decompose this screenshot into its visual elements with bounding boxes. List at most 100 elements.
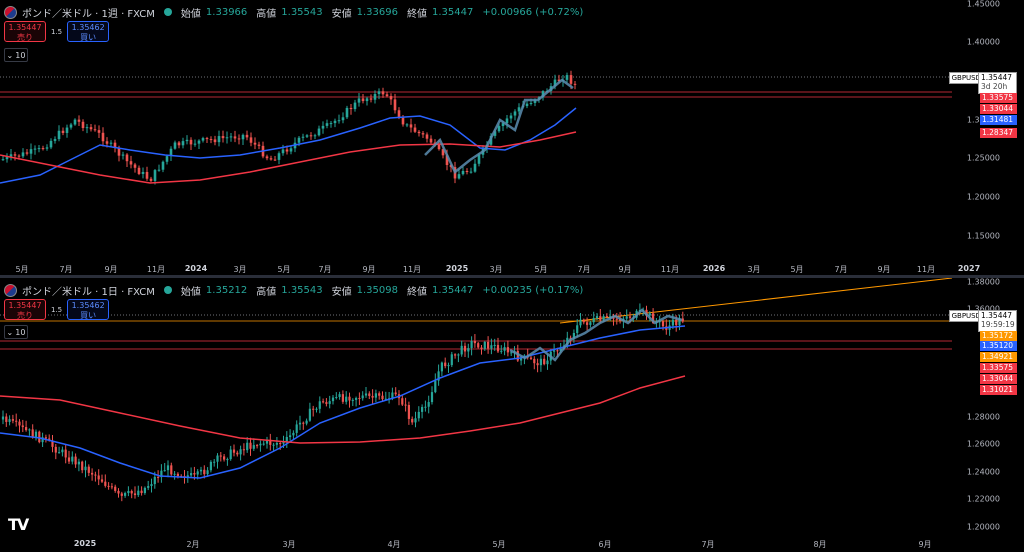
last-price: 1.35447	[981, 73, 1013, 82]
candle-body	[553, 79, 557, 87]
daily-price-axis[interactable]: 1.38000 1.36000 1.28000 1.26000 1.24000 …	[948, 277, 1024, 552]
indicator-count: 10	[15, 327, 26, 337]
candle-body	[305, 135, 309, 137]
daily-chart-pane[interactable]: ポンド／米ドル · 1日 · FXCM 始値 1.35212 高値 1.35543 …	[0, 278, 1024, 552]
indicator-collapse-toggle[interactable]: ⌄ 10	[4, 325, 28, 339]
y-tick: 1.20000	[966, 192, 1000, 202]
candle-body	[405, 124, 409, 126]
candle-body	[285, 149, 289, 152]
candle-body	[257, 144, 261, 146]
high-label: 高値	[256, 8, 277, 20]
daily-chart-canvas[interactable]	[0, 278, 1024, 536]
x-tick: 3月	[489, 265, 503, 274]
candle-body	[445, 155, 449, 165]
candle-body	[434, 380, 437, 393]
candle-body	[242, 449, 245, 451]
pane-divider[interactable]	[0, 275, 1024, 278]
candle-body	[373, 94, 377, 100]
candle-body	[186, 475, 189, 478]
candle-body	[430, 392, 434, 403]
sell-button[interactable]: 1.35447 売り	[4, 21, 46, 42]
tradingview-logo[interactable]: TV	[8, 515, 29, 534]
candle-body	[589, 322, 592, 325]
weekly-candles	[1, 70, 577, 185]
candle-body	[77, 119, 81, 122]
candle-body	[101, 132, 105, 142]
daily-symbol-title[interactable]: ポンド／米ドル · 1日 · FXCM	[22, 286, 155, 298]
level-tag: 1.33575	[980, 363, 1017, 373]
candle-body	[348, 396, 351, 401]
candle-body	[273, 159, 277, 161]
candle-body	[553, 350, 556, 352]
candle-body	[437, 143, 441, 150]
candle-body	[357, 98, 361, 103]
candle-body	[153, 476, 156, 485]
x-tick: 5月	[277, 265, 291, 274]
candle-body	[143, 487, 146, 494]
weekly-time-axis[interactable]: 5月 7月 9月 11月 2024 3月 5月 7月 9月 11月 2025 3…	[0, 262, 1024, 276]
candle-body	[1, 159, 5, 161]
candle-body	[279, 443, 282, 445]
candle-body	[85, 127, 89, 129]
candle-body	[628, 316, 632, 318]
x-tick: 9月	[362, 265, 376, 274]
candle-body	[609, 316, 612, 318]
candle-body	[5, 416, 8, 422]
candle-body	[74, 456, 77, 465]
weekly-symbol-title[interactable]: ポンド／米ドル · 1週 · FXCM	[22, 8, 155, 20]
candle-body	[509, 115, 513, 119]
candle-body	[599, 316, 602, 321]
candle-body	[97, 130, 101, 133]
buy-price: 1.35462	[71, 301, 105, 310]
candle-body	[461, 171, 465, 175]
candle-body	[100, 479, 104, 482]
candle-body	[371, 395, 374, 398]
candle-body	[404, 404, 407, 406]
candle-body	[321, 125, 325, 129]
candle-body	[338, 394, 341, 398]
candle-body	[160, 470, 163, 478]
candle-body	[117, 148, 121, 156]
daily-time-axis[interactable]: 2025 2月 3月 4月 5月 6月 7月 8月 9月	[0, 537, 1024, 551]
x-tick: 9月	[618, 265, 632, 274]
candle-body	[51, 440, 54, 447]
weekly-price-axis[interactable]: 1.45000 1.40000 1.30000 1.25000 1.20000 …	[948, 0, 1024, 276]
weekly-chart-pane[interactable]: ポンド／米ドル · 1週 · FXCM 始値 1.33966 高値 1.35543 …	[0, 0, 1024, 276]
x-tick: 9月	[918, 540, 932, 549]
candle-body	[38, 431, 41, 443]
candle-body	[236, 452, 239, 455]
last-price-tag: 1.35447 19:59:19	[978, 310, 1017, 332]
candle-body	[197, 140, 201, 144]
close-value: 1.35447	[432, 284, 474, 296]
candle-body	[241, 134, 245, 140]
candle-body	[295, 424, 298, 433]
candle-body	[513, 111, 517, 116]
candle-body	[133, 164, 137, 168]
x-tick: 9月	[104, 265, 118, 274]
candle-body	[349, 107, 353, 110]
sell-button[interactable]: 1.35447 売り	[4, 299, 46, 320]
candle-body	[199, 469, 203, 472]
open-value: 1.33966	[205, 6, 248, 18]
x-tick: 2027	[957, 264, 981, 273]
candle-body	[460, 345, 463, 355]
candle-body	[648, 313, 651, 316]
candle-body	[64, 449, 67, 458]
buy-button[interactable]: 1.35462 買い	[67, 21, 110, 42]
candle-body	[369, 98, 373, 100]
indicator-count: 10	[15, 50, 26, 60]
candle-body	[429, 138, 433, 143]
candle-body	[49, 140, 53, 148]
candle-body	[529, 357, 533, 359]
candle-body	[389, 96, 393, 100]
candle-body	[170, 465, 173, 475]
candle-body	[201, 138, 205, 141]
weekly-chart-canvas[interactable]	[0, 0, 1024, 262]
buy-button[interactable]: 1.35462 買い	[67, 299, 110, 320]
candle-body	[384, 398, 387, 400]
indicator-collapse-toggle[interactable]: ⌄ 10	[4, 48, 28, 62]
candle-body	[437, 371, 440, 381]
candle-body	[41, 148, 45, 150]
candle-body	[341, 394, 344, 402]
y-tick: 1.38000	[966, 277, 1000, 287]
